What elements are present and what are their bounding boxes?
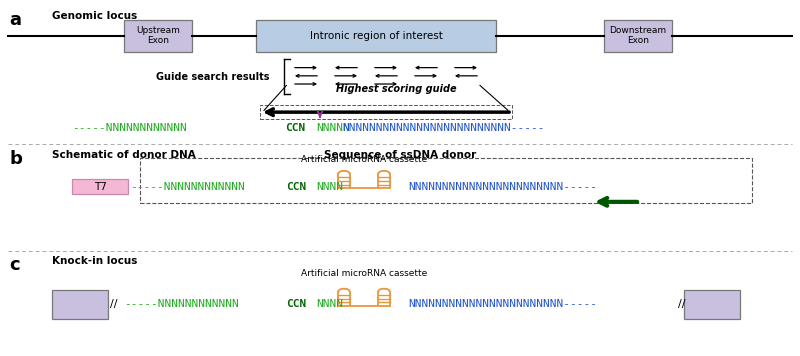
Text: NNNN: NNNN: [316, 299, 343, 309]
Text: Genomic locus: Genomic locus: [52, 11, 138, 21]
FancyBboxPatch shape: [124, 20, 192, 52]
Text: Sequence of ssDNA donor: Sequence of ssDNA donor: [324, 150, 476, 159]
Text: //: //: [678, 299, 685, 309]
Text: b: b: [10, 150, 22, 168]
Text: CCN: CCN: [286, 182, 306, 192]
Text: NNNNNNNNNNNNNNNNNNNNNNN-----: NNNNNNNNNNNNNNNNNNNNNNN-----: [408, 182, 597, 192]
Text: Schematic of donor DNA: Schematic of donor DNA: [52, 150, 196, 159]
Text: //: //: [110, 299, 117, 309]
FancyBboxPatch shape: [256, 20, 496, 52]
Text: -----NNNNNNNNNNNN: -----NNNNNNNNNNNN: [124, 299, 238, 309]
FancyBboxPatch shape: [52, 290, 108, 319]
Text: Downstream
Exon: Downstream Exon: [610, 26, 666, 45]
Text: a: a: [10, 11, 22, 29]
Text: Guide search results: Guide search results: [156, 72, 270, 82]
Text: NNNNNNNNNNNNNNNNNNNNNNN-----: NNNNNNNNNNNNNNNNNNNNNNN-----: [408, 299, 597, 309]
Text: Intronic region of interest: Intronic region of interest: [310, 31, 442, 41]
Text: CCN: CCN: [286, 299, 306, 309]
FancyBboxPatch shape: [604, 20, 672, 52]
Text: NNNNN: NNNNN: [316, 123, 350, 133]
Text: NNNNNNNNNNNNNNNNNNNNNNNNN-----: NNNNNNNNNNNNNNNNNNNNNNNNN-----: [342, 123, 545, 133]
Text: NNNN: NNNN: [316, 182, 343, 192]
Text: CCN: CCN: [286, 123, 306, 133]
Text: c: c: [10, 256, 20, 274]
Text: -----NNNNNNNNNNNN: -----NNNNNNNNNNNN: [72, 123, 186, 133]
FancyBboxPatch shape: [684, 290, 740, 319]
Text: Knock-in locus: Knock-in locus: [52, 256, 138, 266]
Text: -----NNNNNNNNNNNN: -----NNNNNNNNNNNN: [130, 182, 244, 192]
FancyBboxPatch shape: [72, 179, 128, 194]
Text: Upstream
Exon: Upstream Exon: [136, 26, 180, 45]
Text: T7: T7: [94, 182, 106, 192]
Text: Artificial microRNA cassette: Artificial microRNA cassette: [301, 269, 427, 278]
Text: Highest scoring guide: Highest scoring guide: [336, 84, 456, 94]
Text: Artificial microRNA cassette: Artificial microRNA cassette: [301, 155, 427, 164]
